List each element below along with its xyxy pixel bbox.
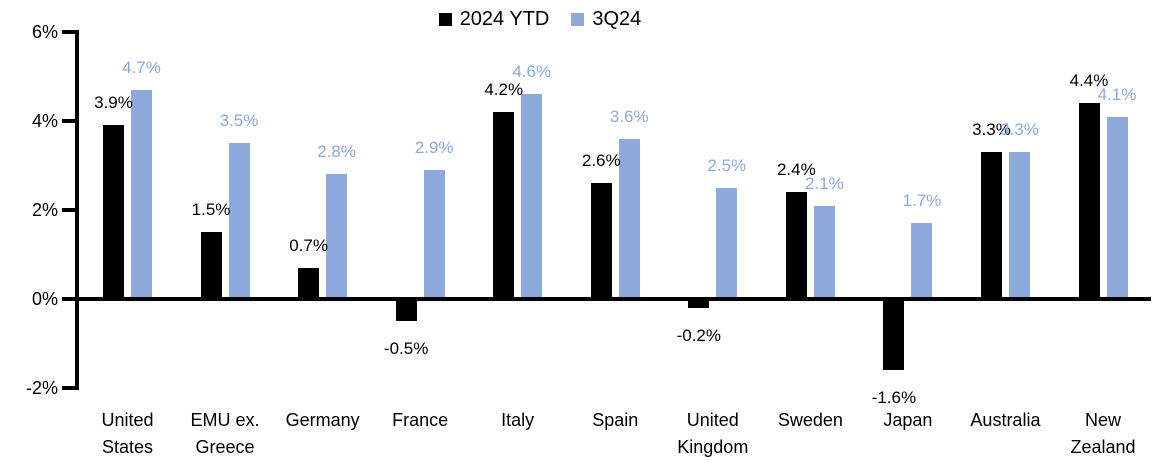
legend-item-3q24: 3Q24: [571, 8, 641, 31]
bar-2024-ytd-france: [395, 299, 417, 322]
value-label-3q24-new-zealand: 4.1%: [1097, 84, 1137, 104]
y-axis-line: [75, 30, 79, 390]
bar-2024-ytd-sweden: [785, 192, 807, 299]
x-axis-label-spain: Spain: [592, 410, 639, 430]
value-label-2024-ytd-italy: 4.2%: [484, 80, 524, 100]
bar-3q24-united-kingdom: [716, 187, 738, 299]
bar-3q24-germany: [326, 174, 348, 299]
value-label-2024-ytd-australia: 3.3%: [972, 120, 1011, 140]
bar-2024-ytd-united-states: [103, 125, 124, 299]
x-axis-label-germany: Germany: [285, 410, 360, 430]
bar-2024-ytd-emu-ex-greece: [200, 232, 222, 299]
bar-3q24-france: [423, 169, 445, 299]
bar-2024-ytd-new-zealand: [1078, 103, 1100, 299]
y-axis-tick-label: 0%: [31, 289, 58, 309]
y-axis-tick-label: 4%: [31, 111, 58, 131]
bar-3q24-sweden: [813, 205, 835, 299]
y-axis-tick: [62, 30, 75, 34]
x-axis-label-united-states: United States: [101, 410, 154, 457]
x-axis-line: [75, 297, 1151, 301]
value-label-3q24-emu-ex-greece: 3.5%: [219, 111, 259, 131]
x-axis-label-australia: Australia: [970, 410, 1041, 430]
legend-swatch-2024-ytd-icon: [438, 13, 452, 26]
value-label-3q24-australia: 3.3%: [1000, 120, 1039, 140]
value-label-3q24-japan: 1.7%: [902, 191, 942, 211]
legend-label-2024-ytd: 2024 YTD: [459, 8, 550, 30]
bar-3q24-italy: [521, 94, 543, 299]
value-label-2024-ytd-sweden: 2.4%: [776, 160, 816, 180]
bar-2024-ytd-australia: [980, 152, 1002, 299]
value-label-3q24-united-kingdom: 2.5%: [707, 155, 747, 175]
bar-2024-ytd-spain: [590, 183, 612, 299]
x-axis-label-japan: Japan: [883, 410, 933, 430]
value-label-2024-ytd-united-kingdom: -0.2%: [676, 325, 721, 345]
value-label-2024-ytd-france: -0.5%: [383, 339, 429, 359]
chart-legend: 2024 YTD 3Q24: [0, 8, 1080, 31]
bar-2024-ytd-germany: [298, 267, 320, 299]
value-label-2024-ytd-new-zealand: 4.4%: [1069, 71, 1109, 91]
y-axis-tick-label: -2%: [25, 378, 58, 398]
legend-label-3q24: 3Q24: [592, 8, 642, 30]
x-axis-label-emu-ex-greece: EMU ex. Greece: [190, 410, 260, 457]
x-axis-label-france: France: [392, 410, 449, 430]
value-label-3q24-sweden: 2.1%: [804, 173, 844, 193]
bar-3q24-japan: [911, 223, 933, 299]
value-label-3q24-united-states: 4.7%: [122, 57, 161, 77]
bar-3q24-australia: [1008, 152, 1030, 299]
y-axis-tick-label: 6%: [31, 22, 58, 42]
value-label-3q24-germany: 2.8%: [317, 142, 356, 162]
bar-2024-ytd-united-kingdom: [688, 299, 710, 308]
legend-swatch-3q24-icon: [571, 13, 585, 26]
y-axis-tick: [62, 119, 75, 123]
x-axis-label-italy: Italy: [501, 410, 535, 430]
legend-item-2024-ytd: 2024 YTD: [438, 8, 550, 31]
value-label-3q24-italy: 4.6%: [512, 62, 552, 82]
x-axis-label-sweden: Sweden: [777, 410, 843, 430]
y-axis-tick-label: 2%: [31, 200, 58, 220]
value-label-2024-ytd-emu-ex-greece: 1.5%: [191, 200, 231, 220]
value-label-2024-ytd-united-states: 3.9%: [94, 93, 133, 113]
y-axis-tick: [62, 386, 75, 390]
y-axis-tick: [62, 208, 75, 212]
bar-2024-ytd-italy: [493, 112, 515, 299]
value-label-3q24-france: 2.9%: [414, 137, 454, 157]
bar-3q24-emu-ex-greece: [228, 143, 250, 299]
value-label-3q24-spain: 3.6%: [609, 106, 649, 126]
y-axis-tick: [62, 297, 75, 301]
bar-2024-ytd-japan: [883, 299, 905, 371]
value-label-2024-ytd-japan: -1.6%: [871, 388, 917, 408]
x-axis-label-new-zealand: New Zealand: [1070, 410, 1136, 457]
bar-3q24-spain: [618, 138, 640, 299]
bar-3q24-new-zealand: [1106, 116, 1128, 299]
value-label-2024-ytd-spain: 2.6%: [581, 151, 621, 171]
x-axis-label-united-kingdom: United Kingdom: [677, 410, 749, 457]
value-label-2024-ytd-germany: 0.7%: [289, 235, 328, 255]
bar-3q24-united-states: [131, 89, 152, 299]
